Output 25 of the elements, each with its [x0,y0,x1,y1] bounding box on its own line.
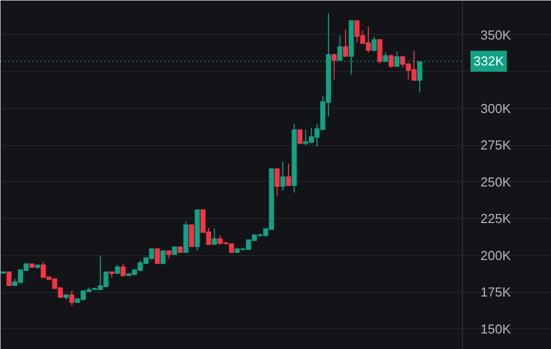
y-tick-label: 300K [480,100,512,116]
y-tick-label: 275K [480,138,512,153]
candlestick [69,290,74,306]
candlestick [6,271,12,286]
candlestick [160,250,166,264]
candlestick [372,36,377,52]
candlestick [332,53,337,80]
candlestick [274,168,280,196]
y-tick-label: 350K [480,27,512,42]
candlestick [286,163,292,186]
ref-line-label: 332K [474,54,504,69]
y-tick-label: 150K [480,321,512,336]
y-tick-label: 175K [480,284,512,300]
y-tick-label: 250K [480,174,512,190]
candlestick [212,228,217,246]
candlestick [388,54,394,68]
y-tick-label: 200K [480,248,512,263]
candlestick [343,28,348,58]
candlestick [189,224,194,248]
candlestick [120,263,126,278]
candlestick [280,161,286,192]
candlestick [154,247,160,264]
candlestick [297,129,302,144]
y-tick-label: 225K [480,211,512,226]
candlestick [377,38,382,64]
